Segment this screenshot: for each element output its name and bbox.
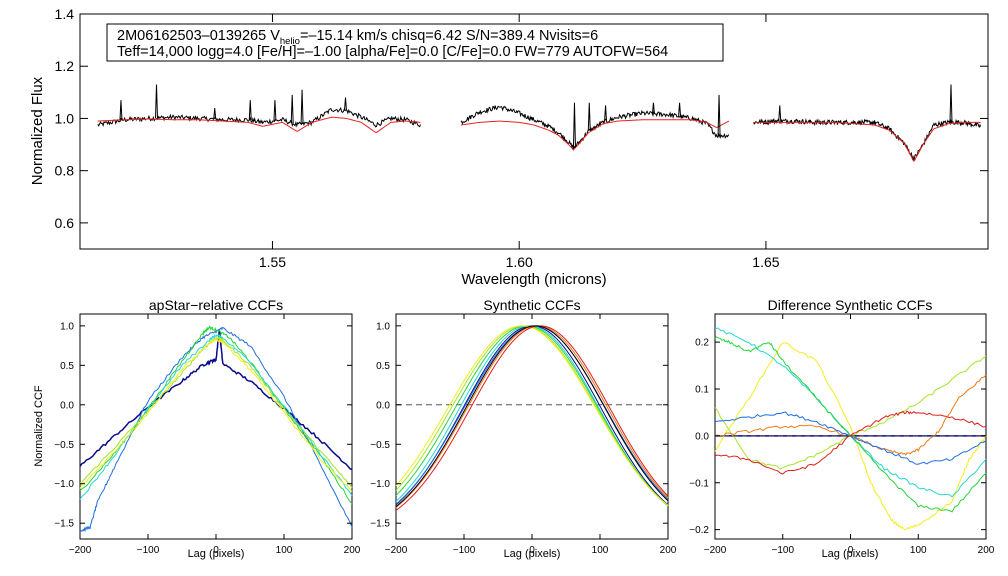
spectrum-ylabel: Normalized Flux xyxy=(29,76,46,185)
x-tick-label: 100 xyxy=(592,545,609,556)
model-spectrum-chip-3 xyxy=(753,121,981,162)
y-tick-label: −1.0 xyxy=(54,479,74,490)
emission-spike xyxy=(154,84,158,119)
emission-spike xyxy=(949,84,953,123)
emission-spike xyxy=(604,105,608,122)
emission-spike xyxy=(290,94,294,124)
x-tick-label: −100 xyxy=(771,545,794,556)
emission-spike xyxy=(572,102,576,148)
synthetic-ccf-red xyxy=(395,325,669,511)
x-tick-label: 0 xyxy=(213,545,219,556)
emission-spike xyxy=(248,100,252,121)
emission-spike xyxy=(678,102,682,117)
x-tick-label: 200 xyxy=(344,545,361,556)
y-tick-label: 1.0 xyxy=(55,110,75,126)
y-tick-label: 0.6 xyxy=(55,215,75,231)
emission-spike xyxy=(300,89,304,125)
y-tick-label: 1.4 xyxy=(55,6,75,22)
difference-ccf-title: Difference Synthetic CCFs xyxy=(768,297,933,313)
x-tick-label: 1.60 xyxy=(506,254,533,270)
y-tick-label: 0.1 xyxy=(695,385,709,396)
y-tick-label: 1.2 xyxy=(55,58,75,74)
x-tick-label: 100 xyxy=(910,545,927,556)
apstar-ccf-axes: −200 −100 0 100 200 −1.5 −1.0 −0.5 0.0 0.5 1.0 xyxy=(54,314,361,556)
model-spectrum-chip-1 xyxy=(97,116,421,134)
y-tick-label: 0.0 xyxy=(60,400,74,411)
difference-ccf-xlabel: Lag (pixels) xyxy=(822,548,879,560)
synthetic-ccf-yellow xyxy=(395,325,669,506)
synthetic-ccf-xlabel: Lag (pixels) xyxy=(504,548,561,560)
y-tick-label: 1.0 xyxy=(60,321,74,332)
y-tick-label: 0.0 xyxy=(695,431,709,442)
spectrum-xlabel: Wavelength (microns) xyxy=(461,271,606,288)
emission-spike xyxy=(717,94,721,136)
x-tick-label: −200 xyxy=(385,545,408,556)
y-tick-label: 0.2 xyxy=(695,338,709,349)
x-tick-label: −100 xyxy=(137,545,160,556)
x-tick-label: −200 xyxy=(69,545,92,556)
ccf-series-blue xyxy=(79,327,353,533)
apstar-ccf-lines xyxy=(79,324,353,533)
y-tick-label: −1.0 xyxy=(370,479,390,490)
y-tick-label: 0.8 xyxy=(55,163,75,179)
difference-ccf-green xyxy=(714,336,987,513)
header-line1: 2M06162503–0139265 Vhelio=–15.14 km/s ch… xyxy=(117,28,598,47)
x-tick-label: 200 xyxy=(978,545,995,556)
emission-spike xyxy=(273,100,277,121)
apstar-ccf-xlabel: Lag (pixels) xyxy=(188,548,245,560)
emission-spike xyxy=(343,97,347,111)
y-tick-label: −1.5 xyxy=(370,519,390,530)
y-tick-label: 0.5 xyxy=(376,361,390,372)
y-tick-label: −0.5 xyxy=(54,440,74,451)
synthetic-ccf-lines xyxy=(395,325,669,511)
apstar-ccf-panel: −200 −100 0 100 200 −1.5 −1.0 −0.5 0.0 0.5 1.0 apS… xyxy=(33,297,361,560)
y-tick-label: −1.5 xyxy=(54,519,74,530)
x-tick-label: −200 xyxy=(704,545,727,556)
x-tick-label: 200 xyxy=(660,545,677,556)
difference-ccf-panel: −200 −100 0 100 200 −0.2 −0.1 0.0 0.1 0.2 Differe… xyxy=(689,297,995,560)
x-tick-label: 0 xyxy=(529,545,535,556)
y-tick-label: −0.5 xyxy=(370,440,390,451)
ccf-series-green xyxy=(79,324,353,504)
x-tick-label: 100 xyxy=(276,545,293,556)
x-tick-label: −100 xyxy=(453,545,476,556)
emission-spike xyxy=(213,107,217,120)
synthetic-ccf-black xyxy=(395,325,669,508)
x-tick-label: 1.65 xyxy=(752,254,779,270)
spectrum-lines xyxy=(97,84,982,162)
apstar-ccf-title: apStar−relative CCFs xyxy=(149,297,283,313)
difference-ccf-axes: −200 −100 0 100 200 −0.2 −0.1 0.0 0.1 0.2 xyxy=(689,314,995,556)
y-tick-label: 1.0 xyxy=(376,321,390,332)
spectrum-panel: 1.55 1.60 1.65 0.6 0.8 1.0 1.2 1.4 2M06162503–0… xyxy=(29,6,989,288)
ccf-series-yellow xyxy=(79,337,353,492)
ccf-series-lime xyxy=(79,336,353,488)
synthetic-ccf-axes: −200 −100 0 100 200 −1.5 −1.0 −0.5 0.0 0.5 1.0 xyxy=(370,314,677,556)
emission-spike xyxy=(651,102,655,114)
apstar-ccf-ylabel: Normalized CCF xyxy=(33,385,45,467)
header-box xyxy=(106,23,724,62)
spectrum-axes: 1.55 1.60 1.65 0.6 0.8 1.0 1.2 1.4 xyxy=(55,6,988,270)
model-spectrum-chip-2 xyxy=(460,119,730,151)
y-tick-label: −0.1 xyxy=(689,478,709,489)
header-line2: Teff=14,000 logg=4.0 [Fe/H]=–1.00 [alpha… xyxy=(117,44,668,60)
x-tick-label: 1.55 xyxy=(259,254,286,270)
y-tick-label: −0.2 xyxy=(689,525,709,536)
x-tick-label: 0 xyxy=(848,545,854,556)
emission-spike xyxy=(778,105,782,122)
synthetic-ccf-title: Synthetic CCFs xyxy=(483,297,580,313)
difference-ccf-red xyxy=(714,410,987,475)
difference-ccf-lines xyxy=(714,327,987,531)
y-tick-label: 0.0 xyxy=(376,400,390,411)
emission-spike xyxy=(587,102,591,131)
emission-spike xyxy=(119,100,123,121)
synthetic-ccf-panel: −200 −100 0 100 200 −1.5 −1.0 −0.5 0.0 0.5 1.0 Syn… xyxy=(370,297,677,560)
y-tick-label: 0.5 xyxy=(60,361,74,372)
